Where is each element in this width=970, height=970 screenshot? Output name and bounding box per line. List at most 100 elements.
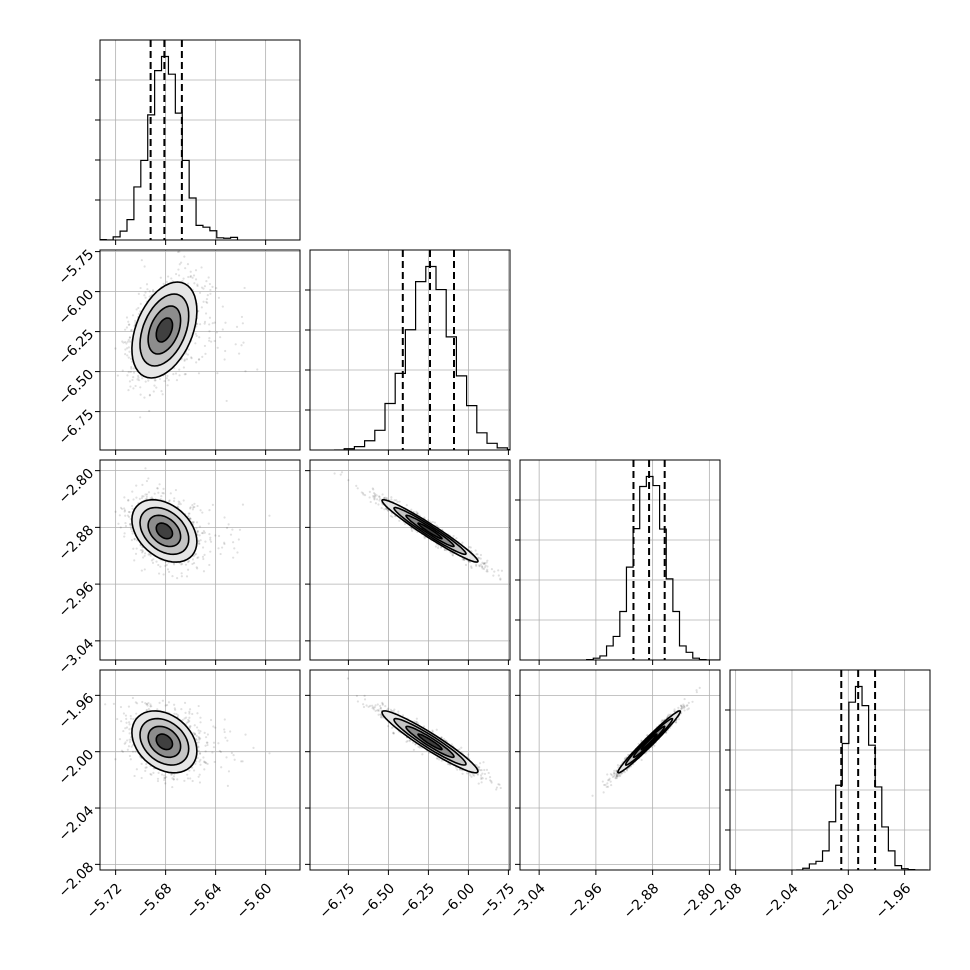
sample-point: [191, 508, 195, 511]
sample-point: [149, 705, 152, 708]
density-fill: [418, 523, 442, 539]
sample-point: [208, 282, 212, 286]
sample-point: [194, 269, 198, 272]
sample-point: [215, 331, 218, 334]
sample-point: [241, 322, 244, 325]
sample-point: [135, 496, 138, 499]
sample-point: [373, 494, 376, 497]
sample-point: [216, 346, 219, 349]
sample-point: [362, 493, 365, 496]
sample-point: [183, 359, 186, 362]
sample-point: [124, 353, 127, 356]
sample-point: [198, 525, 202, 528]
sample-point: [127, 346, 130, 349]
sample-point: [372, 488, 375, 491]
sample-point: [156, 486, 159, 490]
sample-point: [389, 514, 392, 518]
sample-point: [134, 750, 137, 753]
sample-point: [368, 496, 371, 499]
panel-frame: [99, 39, 301, 241]
sample-point: [195, 361, 198, 364]
sample-point: [360, 491, 363, 494]
sample-point: [208, 323, 211, 326]
sample-point: [190, 356, 193, 359]
sample-point: [223, 728, 226, 731]
sample-point: [201, 555, 205, 558]
sample-point: [189, 275, 192, 279]
sample-point: [209, 288, 212, 292]
sample-point: [188, 716, 191, 719]
sample-point: [237, 352, 241, 355]
sample-point: [128, 738, 131, 741]
sample-point: [223, 542, 226, 546]
sample-point: [130, 367, 133, 370]
sample-point: [125, 717, 128, 720]
sample-point: [209, 540, 213, 543]
sample-point: [423, 516, 426, 519]
sample-point: [497, 574, 500, 577]
sample-point: [143, 568, 146, 571]
sample-point: [140, 259, 143, 262]
sample-point: [396, 500, 399, 503]
sample-point: [127, 323, 130, 326]
sample-point: [240, 344, 243, 347]
sample-point: [173, 563, 176, 566]
sample-point: [497, 569, 500, 572]
sample-point: [240, 315, 244, 319]
sample-point: [167, 275, 170, 278]
sample-point: [125, 726, 129, 729]
density-contour: [131, 281, 198, 379]
sample-point: [165, 703, 169, 707]
sample-point: [403, 522, 407, 526]
sample-point: [192, 506, 195, 509]
sample-point: [167, 379, 170, 382]
sample-point: [217, 742, 220, 745]
sample-point: [169, 492, 172, 495]
sample-point: [123, 535, 126, 538]
sample-point: [196, 322, 199, 326]
sample-point: [452, 534, 455, 538]
sample-point: [173, 703, 176, 706]
sample-point: [143, 554, 146, 557]
sample-point: [132, 376, 135, 379]
sample-point: [196, 712, 199, 715]
sample-point: [123, 532, 126, 535]
sample-point: [165, 280, 168, 284]
sample-point: [161, 491, 164, 495]
sample-point: [148, 393, 152, 396]
density-contour: [147, 305, 182, 355]
sample-point: [153, 492, 156, 495]
sample-point: [361, 492, 365, 495]
sample-point: [205, 297, 209, 301]
sample-point: [140, 496, 144, 500]
sample-point: [451, 553, 454, 556]
sample-point: [176, 505, 179, 508]
sample-point: [126, 739, 129, 742]
sample-point: [184, 372, 187, 376]
sample-point: [195, 334, 198, 337]
sample-point: [114, 510, 117, 513]
sample-point: [124, 348, 127, 351]
sample-point: [481, 566, 484, 569]
sample-point: [217, 547, 220, 550]
sample-point: [141, 377, 144, 380]
sample-point: [198, 781, 202, 784]
sample-point: [142, 495, 145, 498]
sample-point: [211, 503, 214, 506]
sample-point: [356, 487, 359, 490]
sample-point: [478, 565, 481, 568]
sample-point: [203, 285, 207, 288]
sample-point: [198, 534, 201, 537]
sample-point: [144, 291, 147, 294]
sample-point: [125, 342, 128, 345]
sample-point: [240, 760, 243, 763]
sample-point: [154, 379, 157, 382]
sample-point: [208, 336, 211, 340]
sample-point: [119, 506, 123, 509]
sample-point: [198, 752, 202, 755]
density-contour: [131, 498, 198, 563]
sample-point: [127, 705, 131, 708]
sample-point: [130, 329, 133, 332]
sample-point: [186, 353, 190, 356]
sample-point: [119, 526, 122, 529]
